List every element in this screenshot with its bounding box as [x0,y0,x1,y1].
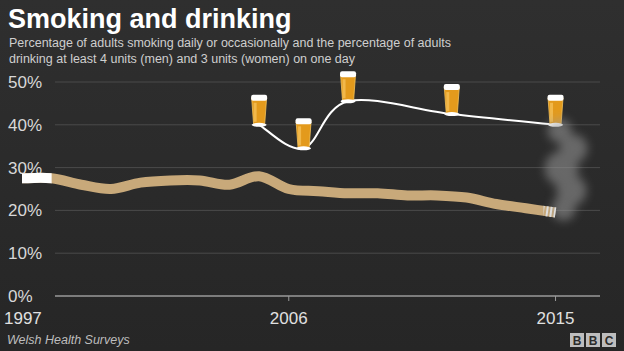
source: Welsh Health Surveys [7,333,130,347]
drinking-line [259,100,555,149]
y-tick-label: 40% [8,116,42,135]
grid-line [55,253,600,254]
x-tick [555,296,556,301]
markers [251,71,563,150]
grid-line [55,167,600,168]
beer-glass [251,95,267,127]
logo: BBC [570,333,616,348]
y-tick-label: 50% [8,73,42,92]
cigarette-ash [22,176,556,212]
y-tick-label: 20% [8,201,42,220]
grid-line [55,124,600,125]
smoking-line [22,176,556,212]
plot-area [22,100,556,213]
x-tick [288,296,289,301]
x-tick-label: 2006 [270,309,308,328]
x-tick-label: 2015 [537,309,575,328]
x-tick [22,296,23,301]
x-tick-label: 1997 [4,309,42,328]
grid-line [55,295,600,297]
beer-glass [340,71,356,103]
y-tick-label: 0% [8,287,33,306]
smoke [545,119,588,221]
chart: Smoking and drinking Percentage of adults… [0,0,624,351]
cigarette-tip [22,176,556,212]
grid-line [55,82,600,83]
logo-text: BBC [573,334,614,348]
subtitle: Percentage of adults smoking daily or oc… [9,36,451,50]
beer-glass [444,84,460,116]
subtitle: drinking at least 4 units (men) and 3 un… [9,52,356,66]
beer-glass [296,118,312,150]
background [0,0,624,351]
y-tick-label: 10% [8,244,42,263]
title: Smoking and drinking [8,4,292,34]
